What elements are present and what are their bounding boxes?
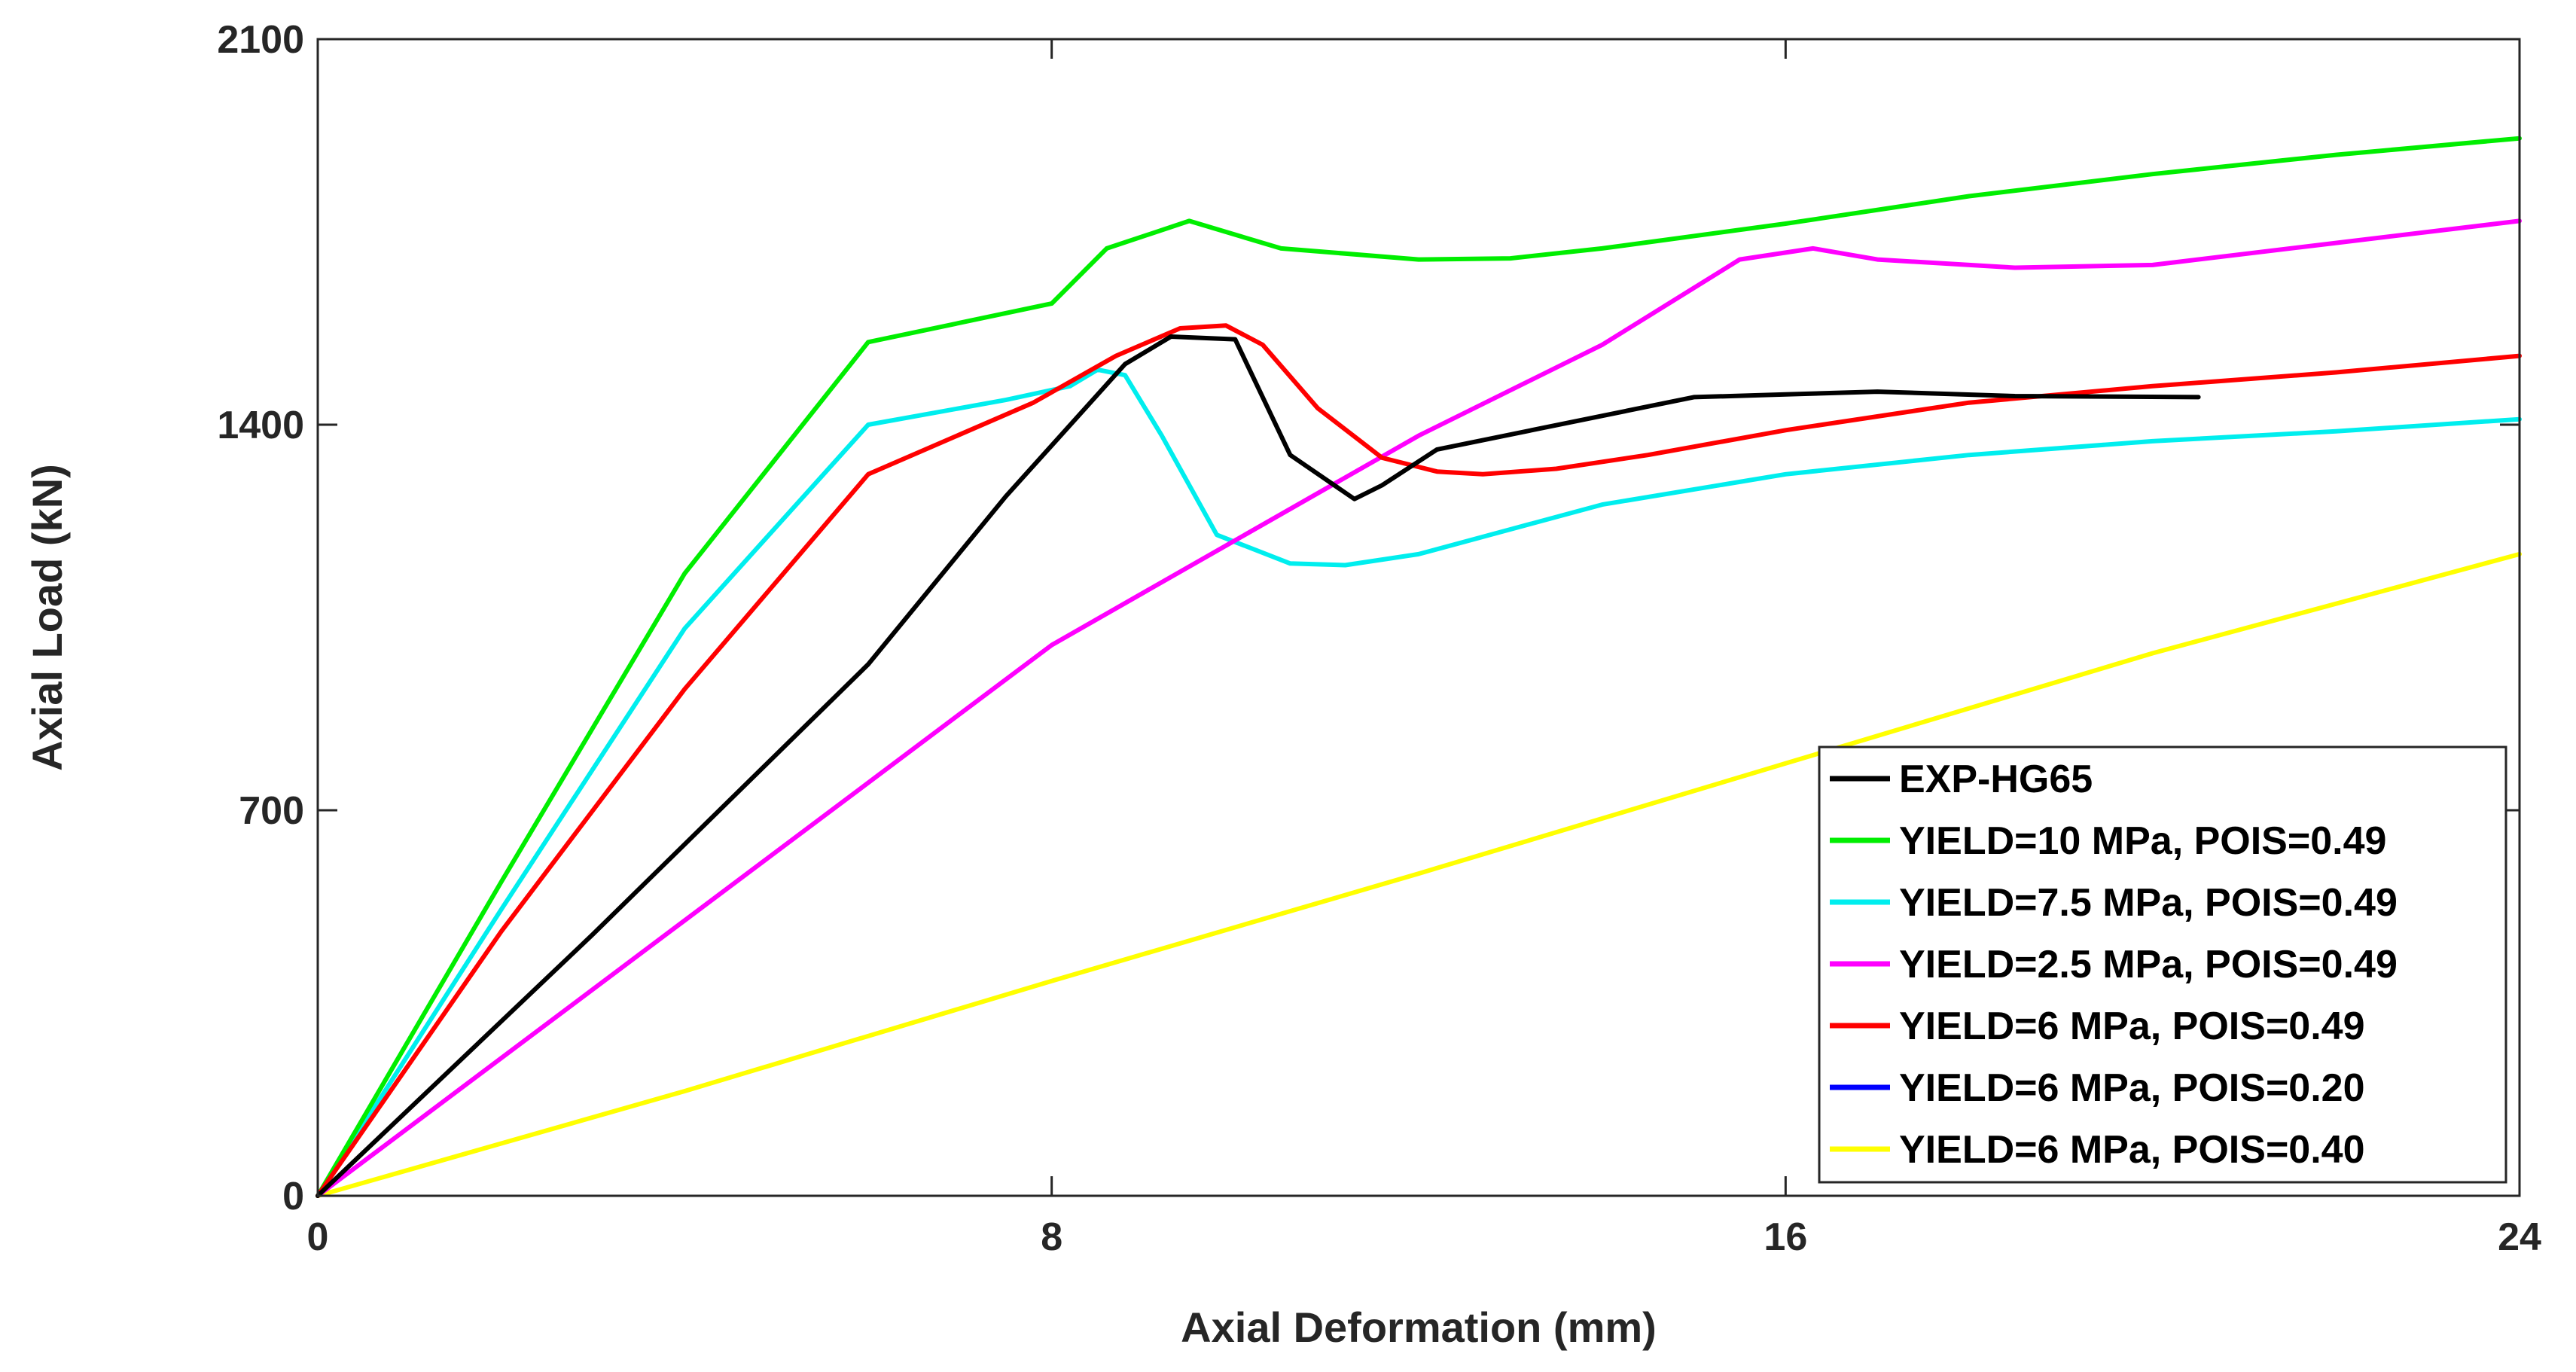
legend-label: YIELD=6 MPa, POIS=0.20 (1899, 1066, 2365, 1110)
y-tick-label: 700 (239, 789, 304, 833)
y-axis-label: Axial Load (kN) (23, 464, 71, 771)
x-tick-label: 8 (1041, 1215, 1062, 1259)
legend-label: YIELD=6 MPa, POIS=0.40 (1899, 1128, 2365, 1172)
legend-box (1818, 745, 2507, 1184)
series-line-yield-7-5-mpa-pois-0-49 (316, 367, 2522, 1198)
x-ticks: 0 8 16 24 (307, 39, 2541, 1259)
legend-label: YIELD=10 MPa, POIS=0.49 (1899, 819, 2386, 863)
y-tick-label: 2100 (217, 18, 304, 62)
y-ticks: 0 700 1400 2100 (217, 18, 2520, 1218)
x-tick-label: 0 (307, 1215, 329, 1259)
x-tick-label: 24 (2498, 1215, 2541, 1259)
legend-label: YIELD=6 MPa, POIS=0.49 (1899, 1005, 2365, 1048)
y-tick-label: 1400 (217, 404, 304, 447)
x-tick-label: 16 (1764, 1215, 1807, 1259)
legend-label: YIELD=7.5 MPa, POIS=0.49 (1899, 881, 2398, 925)
legend-label: EXP-HG65 (1899, 758, 2093, 801)
series-line-yield-6-mpa-pois-0-40 (316, 551, 2522, 1198)
series-line-yield-2-5-mpa-pois-0-49 (316, 218, 2522, 1198)
series-layer (316, 136, 2522, 1198)
legend: EXP-HG65 YIELD=10 MPa, POIS=0.49 YIELD=7.5… (1818, 745, 2507, 1184)
y-tick-label: 0 (282, 1175, 304, 1218)
series-line-exp-hg65 (316, 334, 2201, 1198)
legend-label: YIELD=2.5 MPa, POIS=0.49 (1899, 943, 2398, 986)
legend-items: EXP-HG65 YIELD=10 MPa, POIS=0.49 YIELD=7.5… (1830, 758, 2398, 1172)
plot-frame (316, 38, 2521, 1197)
series-line-yield-6-mpa-pois-0-49 (316, 323, 2522, 1198)
series-line-yield-10-mpa-pois-0-49 (316, 136, 2522, 1198)
x-axis-label: Axial Deformation (mm) (1181, 1303, 1657, 1351)
